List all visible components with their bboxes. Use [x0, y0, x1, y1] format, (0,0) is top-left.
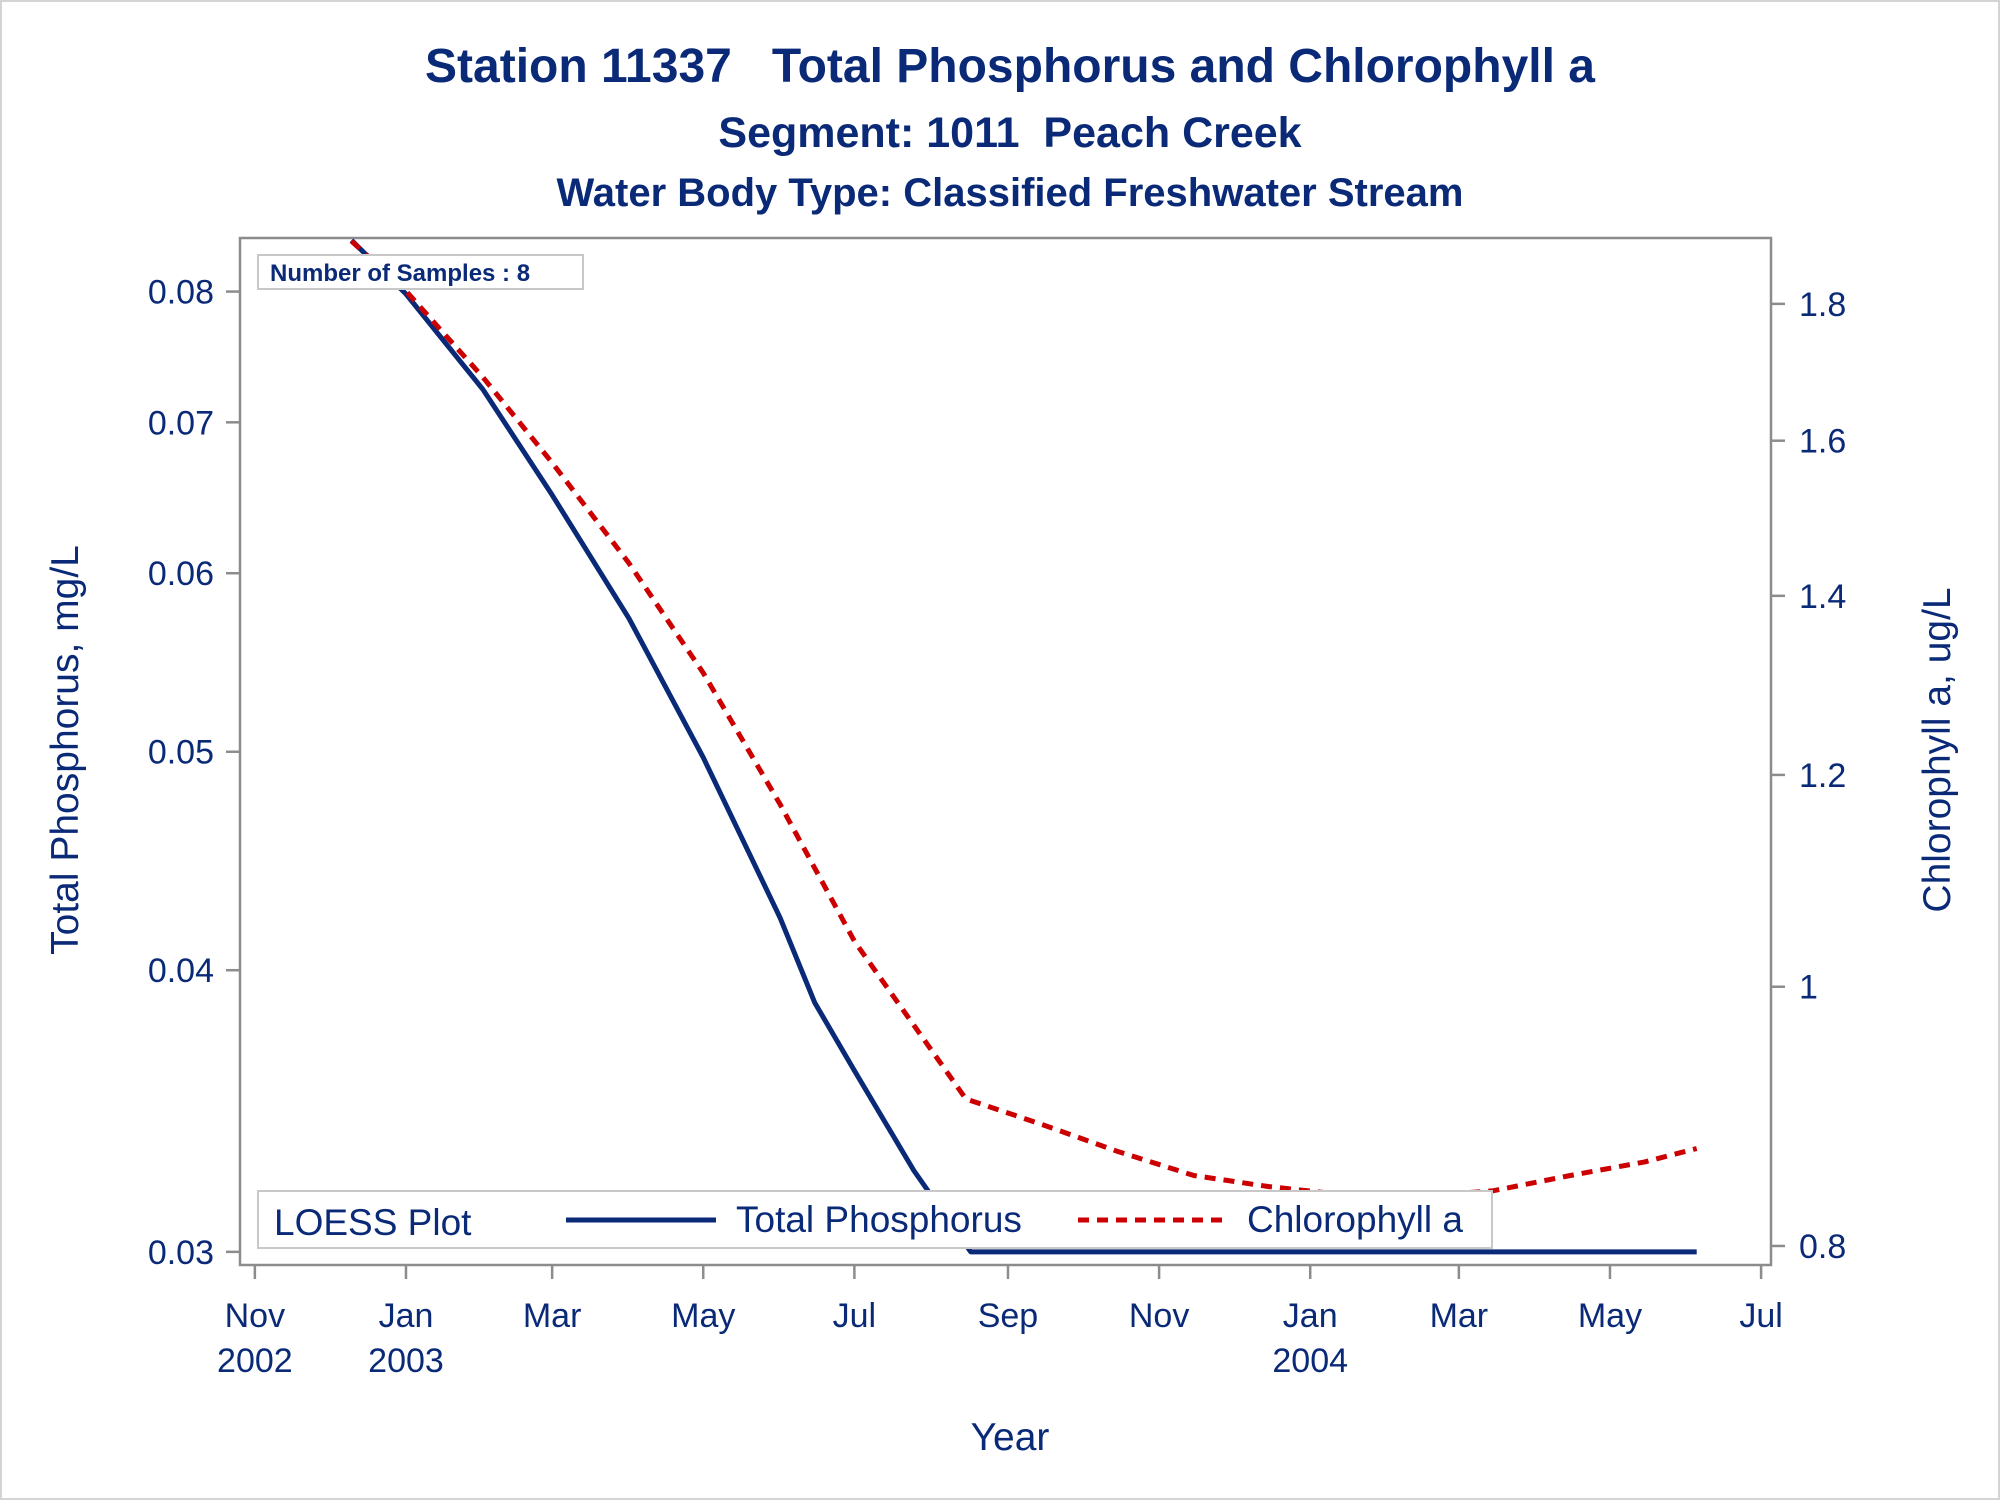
- right-tick-label: 1.8: [1799, 286, 1846, 324]
- series-layer: [349, 238, 1698, 1255]
- x-tick-label: Jul: [833, 1297, 876, 1335]
- x-tick-label: Mar: [523, 1297, 582, 1335]
- x-tick-label: Mar: [1430, 1297, 1489, 1335]
- x-tick-label: Jul: [1739, 1297, 1782, 1335]
- chart-subtitle: Segment: 1011 Peach Creek: [718, 109, 1301, 157]
- series-line-chlorophyll-a: [349, 239, 1698, 1199]
- x-tick-year-label: 2002: [217, 1342, 293, 1380]
- chart-subtitle-2: Water Body Type: Classified Freshwater S…: [557, 171, 1464, 215]
- y-axis-left-label: Total Phosphorus, mg/L: [44, 545, 87, 955]
- x-tick-label: Jan: [1283, 1297, 1338, 1335]
- x-axis: Nov 2002 Jan 2003 Mar May Jul Sep Nov Jan 2004 Mar M…: [217, 1265, 1783, 1380]
- left-tick-label: 0.04: [148, 952, 214, 990]
- legend-label-total-phosphorus: Total Phosphorus: [736, 1199, 1022, 1240]
- series-line-total-phosphorus: [349, 238, 1697, 1255]
- right-tick-label: 1.4: [1799, 578, 1846, 616]
- x-tick-year-label: 2004: [1272, 1342, 1348, 1380]
- right-tick-label: 1: [1799, 969, 1818, 1007]
- right-tick-label: 1.6: [1799, 423, 1846, 461]
- plot-area: [238, 236, 1773, 1267]
- sample-count-label: Number of Samples : 8: [270, 260, 530, 287]
- legend-box: [257, 1190, 1493, 1249]
- legend: LOESS Plot Total Phosphorus Chlorophyll …: [257, 1190, 1493, 1249]
- x-tick-label: Nov: [225, 1297, 285, 1335]
- x-tick-year-label: 2003: [368, 1342, 444, 1380]
- left-tick-label: 0.03: [148, 1234, 214, 1272]
- x-tick-label: May: [1578, 1297, 1642, 1335]
- chart-title: Station 11337 Total Phosphorus and Chlor…: [425, 40, 1595, 93]
- x-axis-label: Year: [971, 1416, 1050, 1459]
- left-tick-label: 0.06: [148, 555, 214, 593]
- x-tick-label: Jan: [379, 1297, 434, 1335]
- sample-count-box: [257, 254, 584, 290]
- left-tick-label: 0.07: [148, 404, 214, 442]
- right-axis: 0.8 1 1.2 1.4 1.6 1.8: [1771, 286, 1846, 1266]
- right-tick-label: 1.2: [1799, 757, 1846, 795]
- y-axis-right-label: Chlorophyll a, ug/L: [1916, 587, 1959, 912]
- x-tick-label: May: [671, 1297, 735, 1335]
- x-tick-label: Nov: [1129, 1297, 1189, 1335]
- x-tick-label: Sep: [978, 1297, 1039, 1335]
- left-tick-label: 0.05: [148, 734, 214, 772]
- legend-title: LOESS Plot: [274, 1202, 472, 1243]
- right-tick-label: 0.8: [1799, 1228, 1846, 1266]
- legend-label-chlorophyll-a: Chlorophyll a: [1247, 1199, 1463, 1240]
- left-tick-label: 0.08: [148, 274, 214, 312]
- left-axis: 0.03 0.04 0.05 0.06 0.07 0.08: [148, 274, 240, 1272]
